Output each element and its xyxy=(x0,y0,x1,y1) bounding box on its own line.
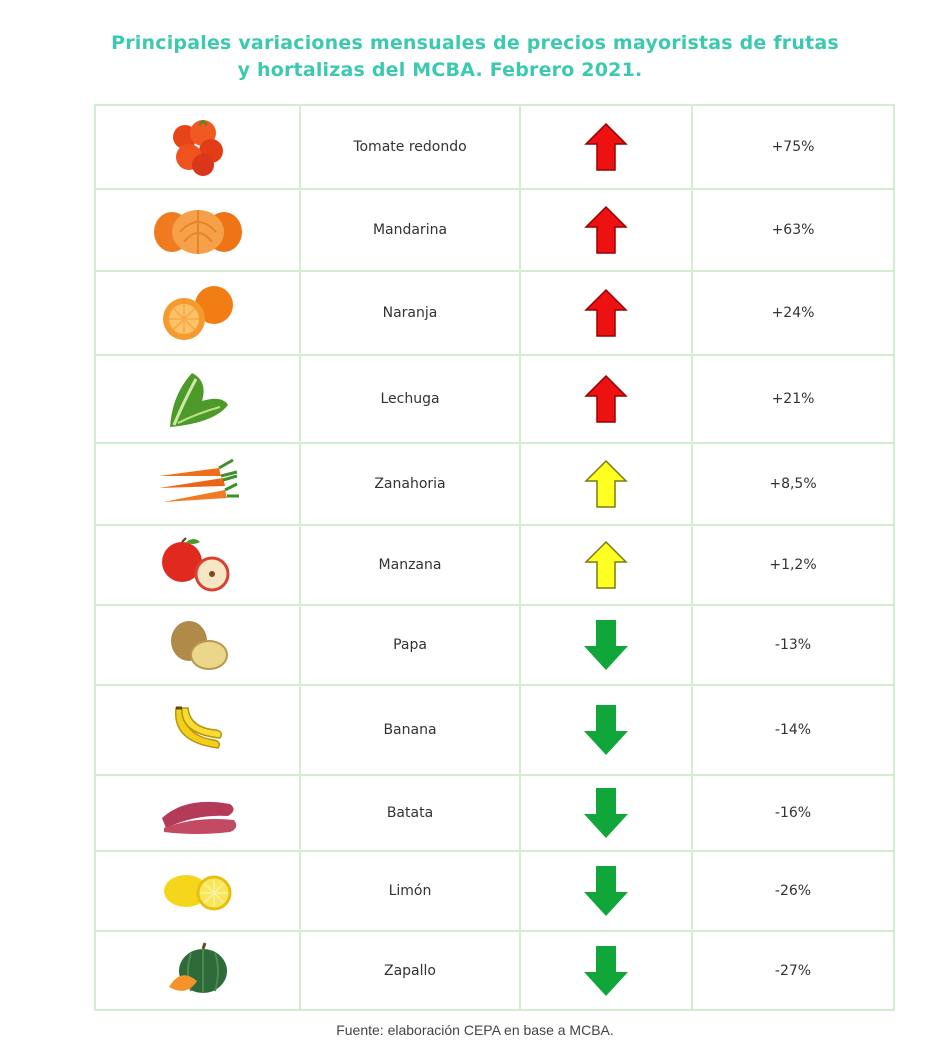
percent-change: -14% xyxy=(691,684,895,776)
percent-change: +8,5% xyxy=(691,442,895,526)
product-name: Limón xyxy=(299,850,521,932)
product-name: Tomate redondo xyxy=(299,104,521,190)
banana-icon xyxy=(174,706,222,749)
image-cell xyxy=(94,188,301,272)
image-cell xyxy=(94,270,301,356)
product-name: Naranja xyxy=(299,270,521,356)
trend-cell xyxy=(519,604,693,686)
trend-cell xyxy=(519,850,693,932)
table-row: Banana -14% xyxy=(94,684,895,776)
table-row: Lechuga +21% xyxy=(94,354,895,444)
percent-change: -13% xyxy=(691,604,895,686)
page-title: Principales variaciones mensuales de pre… xyxy=(0,30,950,84)
percent-change: -16% xyxy=(691,774,895,852)
up-red-icon xyxy=(584,122,628,171)
image-cell xyxy=(94,684,301,776)
image-cell xyxy=(94,442,301,526)
trend-cell xyxy=(519,524,693,606)
down-green-icon xyxy=(584,788,628,838)
table-row: Tomate redondo +75% xyxy=(94,104,895,190)
source-note: Fuente: elaboración CEPA en base a MCBA. xyxy=(336,1022,614,1038)
trend-cell xyxy=(519,188,693,272)
apple-icon xyxy=(161,537,229,592)
image-cell xyxy=(94,850,301,932)
trend-cell xyxy=(519,270,693,356)
product-name: Batata xyxy=(299,774,521,852)
table-row: Manzana +1,2% xyxy=(94,524,895,606)
table-row: Zapallo -27% xyxy=(94,930,895,1011)
image-cell xyxy=(94,604,301,686)
product-name: Mandarina xyxy=(299,188,521,272)
up-yellow-icon xyxy=(584,540,628,589)
orange-icon xyxy=(162,286,233,340)
percent-change: +1,2% xyxy=(691,524,895,606)
lemon-icon xyxy=(163,875,231,911)
product-name: Papa xyxy=(299,604,521,686)
tomato-icon xyxy=(172,119,223,176)
product-name: Manzana xyxy=(299,524,521,606)
image-cell xyxy=(94,774,301,852)
product-name: Zapallo xyxy=(299,930,521,1011)
trend-cell xyxy=(519,930,693,1011)
image-cell xyxy=(94,524,301,606)
trend-cell xyxy=(519,774,693,852)
percent-change: -27% xyxy=(691,930,895,1011)
potato-icon xyxy=(170,621,228,670)
down-green-icon xyxy=(584,620,628,670)
down-green-icon xyxy=(584,866,628,916)
percent-change: +63% xyxy=(691,188,895,272)
percent-change: +75% xyxy=(691,104,895,190)
percent-change: +21% xyxy=(691,354,895,444)
table-row: Mandarina +63% xyxy=(94,188,895,272)
percent-change: +24% xyxy=(691,270,895,356)
lettuce-icon xyxy=(169,373,228,427)
table-row: Naranja +24% xyxy=(94,270,895,356)
table-row: Zanahoria +8,5% xyxy=(94,442,895,526)
table-row: Limón -26% xyxy=(94,850,895,932)
title-line-1: Principales variaciones mensuales de pre… xyxy=(111,32,839,54)
trend-cell xyxy=(519,354,693,444)
product-name: Banana xyxy=(299,684,521,776)
down-green-icon xyxy=(584,945,628,996)
percent-change: -26% xyxy=(691,850,895,932)
title-line-2: y hortalizas del MCBA. Febrero 2021. xyxy=(237,59,643,81)
up-red-icon xyxy=(584,205,628,254)
trend-cell xyxy=(519,684,693,776)
pumpkin-icon xyxy=(168,942,227,993)
image-cell xyxy=(94,930,301,1011)
up-red-icon xyxy=(584,374,628,423)
trend-cell xyxy=(519,442,693,526)
mandarin-icon xyxy=(153,210,242,254)
product-name: Lechuga xyxy=(299,354,521,444)
sweet-potato-icon xyxy=(161,801,236,834)
carrot-icon xyxy=(158,458,239,502)
price-variation-table: Tomate redondo +75% Mandarina xyxy=(94,104,895,1011)
up-red-icon xyxy=(584,288,628,337)
trend-cell xyxy=(519,104,693,190)
image-cell xyxy=(94,104,301,190)
product-name: Zanahoria xyxy=(299,442,521,526)
up-yellow-icon xyxy=(584,459,628,508)
down-green-icon xyxy=(584,705,628,755)
image-cell xyxy=(94,354,301,444)
table-row: Batata -16% xyxy=(94,774,895,852)
table-row: Papa -13% xyxy=(94,604,895,686)
